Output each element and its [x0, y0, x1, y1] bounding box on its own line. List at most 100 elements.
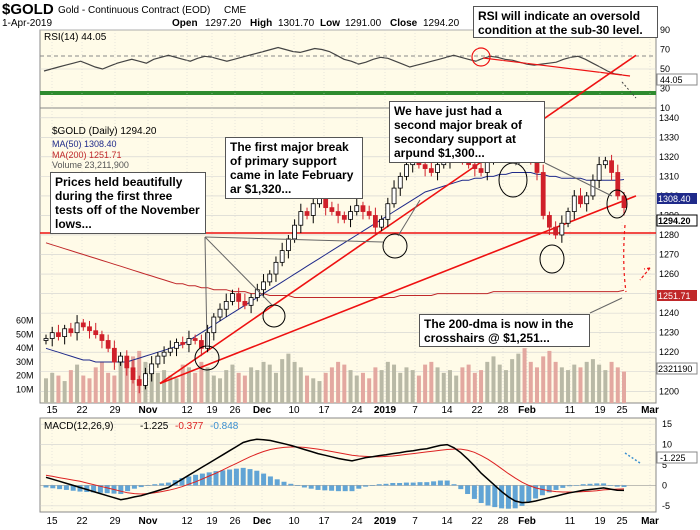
rsi-y-tick-label: 10: [660, 103, 670, 113]
candle-body: [74, 322, 80, 334]
macd-histogram-bar: [322, 485, 328, 491]
macd-projection-arrow: [624, 452, 641, 464]
candle-body: [404, 164, 409, 177]
macd-histogram-bar: [369, 485, 375, 486]
volume-bar: [286, 353, 291, 403]
callout-support-note: Prices held beautifully during the first…: [50, 172, 206, 234]
candle-body: [167, 347, 173, 353]
volume-bar: [56, 375, 61, 403]
macd-histogram-bar: [478, 485, 484, 504]
volume-y-tick-label: 50M: [16, 329, 34, 339]
ma50-last-box: [657, 193, 697, 204]
macd-histogram-bar: [301, 485, 307, 488]
volume-bar: [559, 367, 564, 403]
projection-arrow-head: [639, 267, 651, 281]
volume-bar: [44, 378, 48, 403]
price-x-axis: 15 22 29 Nov 12 19 26 Dec 10 17 24 2019 7 14 22 28 Feb 11…: [46, 405, 659, 416]
candle-body: [435, 164, 440, 173]
macd-histogram-bar: [485, 485, 491, 506]
macd-histogram-bar: [390, 482, 396, 486]
candle-body: [136, 379, 142, 386]
macd-x-tick-label: 25: [616, 516, 628, 527]
macd-legend-name: MACD(12,26,9): [44, 421, 113, 432]
macd-histogram-bar: [329, 485, 335, 491]
volume-y-tick-label: 20M: [16, 371, 34, 381]
macd-histogram-bar: [553, 485, 559, 490]
candle-body: [391, 187, 397, 205]
candle-body: [143, 373, 148, 386]
chart-header: $GOLD Gold - Continuous Contract (EOD) C…: [2, 1, 460, 29]
macd-histogram-bar: [138, 485, 144, 488]
macd-x-tick-label: Nov: [139, 516, 158, 527]
rsi-y-tick-label: 70: [660, 45, 670, 55]
volume-bar: [93, 367, 98, 403]
volume-y-axis: 10M 20M 30M 40M 50M 60M: [16, 316, 34, 395]
candle-body: [62, 328, 68, 337]
candle-body: [298, 211, 304, 226]
price-x-tick-label: Mar: [641, 405, 659, 416]
volume-bar: [578, 367, 583, 403]
volume-bar: [180, 364, 185, 403]
volume-bar: [205, 367, 210, 403]
macd-histogram-bar: [315, 485, 321, 490]
candle-body: [366, 211, 372, 216]
macd-panel: MACD(12,26,9) -1.225 -0.377 -0.848 -5 0 5 1…: [39, 417, 698, 513]
candle-body: [217, 308, 223, 318]
macd-x-tick-label: Feb: [518, 516, 536, 527]
macd-last-label: -1.225: [660, 453, 686, 463]
macd-histogram-bar: [417, 482, 423, 486]
macd-histogram-bar: [145, 485, 151, 486]
candle-body: [602, 160, 608, 166]
macd-histogram-bar: [376, 484, 382, 486]
rsi-y-axis: 10 30 50 70 90: [660, 25, 670, 113]
macd-histogram-bar: [580, 484, 586, 486]
macd-histogram-bar: [444, 480, 450, 486]
volume-last-box: [656, 362, 698, 375]
volume-bar: [124, 364, 129, 403]
candle-body: [205, 332, 210, 349]
candle-body: [348, 211, 353, 220]
volume-y-tick-label: 10M: [16, 384, 34, 394]
macd-x-axis: 15 22 29 Nov 12 19 26 Dec 10 17 24 2019 7 14 22 28 Feb 11…: [46, 516, 659, 527]
volume-bar: [516, 353, 521, 403]
volume-bar: [62, 381, 67, 403]
candle-body: [615, 172, 621, 197]
candle-body: [49, 332, 55, 339]
macd-histogram-bar: [240, 467, 246, 486]
macd-histogram-bar: [546, 485, 552, 493]
high-value: 1301.70: [278, 18, 315, 29]
macd-x-tick-label: 19: [594, 516, 606, 527]
macd-histogram-bar: [288, 483, 294, 486]
macd-x-tick-label: 22: [76, 516, 88, 527]
price-x-tick-label: 15: [46, 405, 58, 416]
volume-bar: [305, 375, 310, 403]
exchange-label: CME: [224, 5, 247, 16]
callout-first-break: The first major break of primary support…: [225, 137, 363, 199]
candle-body: [279, 250, 285, 263]
price-y-tick-label: 1240: [659, 308, 679, 318]
volume-bar: [292, 361, 297, 403]
volume-bar: [168, 375, 173, 403]
macd-histogram-bar: [295, 485, 301, 486]
macd-x-tick-label: 24: [351, 516, 363, 527]
volume-bar: [466, 364, 471, 403]
macd-histogram-bar: [437, 480, 443, 486]
price-x-tick-label: 22: [76, 405, 88, 416]
macd-histogram-bar: [465, 485, 471, 495]
candle-body: [68, 328, 74, 334]
price-x-tick-label: Nov: [139, 405, 158, 416]
volume-bar: [404, 367, 409, 403]
macd-histogram-bar: [84, 485, 90, 492]
volume-bar: [367, 378, 372, 403]
price-y-tick-label: 1270: [659, 250, 679, 260]
ma200-line: [45, 242, 625, 298]
candle-body: [248, 297, 254, 306]
symbol-description: Gold - Continuous Contract (EOD): [58, 5, 210, 16]
macd-histogram-bar: [308, 485, 314, 489]
volume-bar: [503, 370, 508, 403]
low-value: 1291.00: [345, 18, 382, 29]
volume-bar: [311, 378, 316, 403]
price-x-tick-label: 7: [412, 405, 418, 416]
candle-body: [230, 293, 235, 302]
candle-body: [223, 301, 229, 310]
